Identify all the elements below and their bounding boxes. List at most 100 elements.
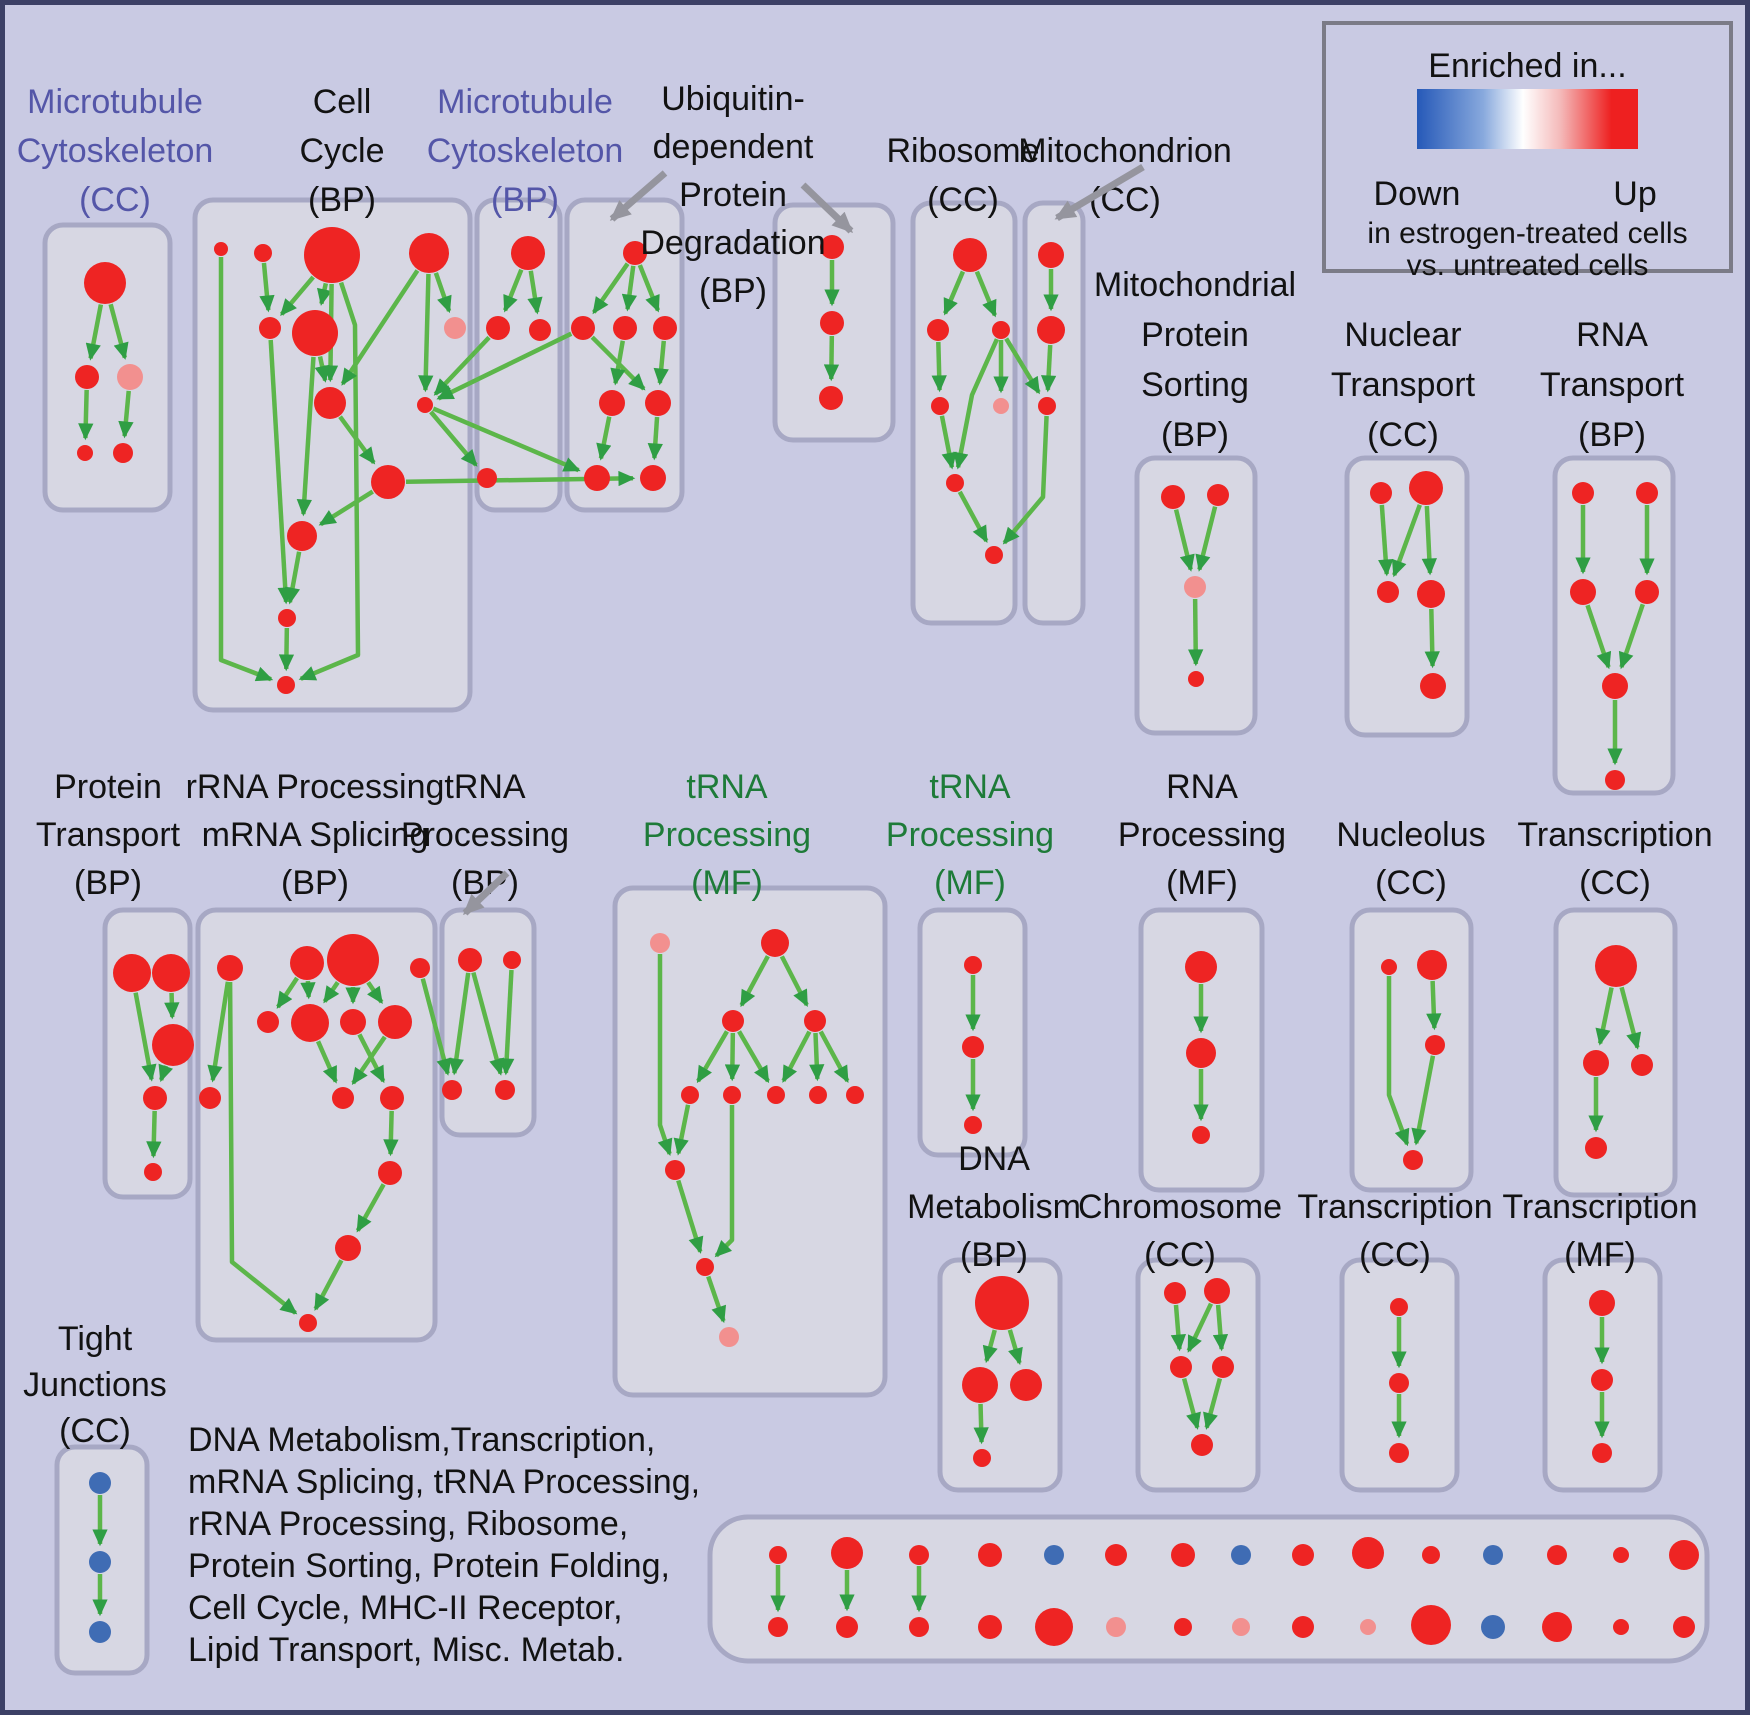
- trna-processing-bp-edge: [448, 972, 471, 1076]
- rna-transport-bp-node: [1636, 482, 1658, 504]
- ribosome-cc-edge: [942, 270, 966, 316]
- transcription-cc-upper-box: [1553, 907, 1678, 1198]
- rna-transport-bp-node: [1635, 580, 1659, 604]
- nuclear-transport-cc-label: Transport: [1331, 366, 1476, 404]
- trna-processing-mf-large-label: Processing: [643, 816, 811, 854]
- dna-metabolism-bp-box: [937, 1257, 1063, 1493]
- transcription-cc-upper-node: [1595, 945, 1637, 987]
- trna-processing-mf-small-node: [962, 1036, 984, 1058]
- nucleolus-cc-edge: [1386, 976, 1410, 1147]
- trna-processing-mf-large-label: tRNA: [686, 768, 768, 806]
- dna-metabolism-bp-label: Metabolism: [907, 1188, 1081, 1226]
- misc-strip-node: [1231, 1545, 1251, 1565]
- trna-processing-bp-node: [495, 1080, 515, 1100]
- ribosome-cc-label: (CC): [927, 181, 999, 219]
- rna-processing-mf-node: [1186, 1038, 1216, 1068]
- nucleolus-cc-edge: [1426, 980, 1442, 1031]
- mitochondrial-protein-sorting-bp-label: Mitochondrial: [1094, 266, 1296, 304]
- cross-group-edge: [429, 410, 478, 467]
- trna-processing-bp-node: [442, 1080, 462, 1100]
- rrna-processing-mrna-splicing-bp-node: [380, 1086, 404, 1110]
- protein-transport-bp-edge: [133, 992, 157, 1082]
- trna-processing-mf-large-edge: [737, 1030, 770, 1084]
- misc-strip-node: [1174, 1618, 1192, 1636]
- misc-strip-node: [768, 1617, 788, 1637]
- ribosome-cc-node: [946, 474, 964, 492]
- misc-note-line: Protein Sorting, Protein Folding,: [188, 1547, 670, 1585]
- trna-processing-mf-small-node: [964, 956, 982, 974]
- label-pointer-arrow: [609, 170, 668, 222]
- nuclear-transport-cc-edge: [1378, 504, 1394, 577]
- misc-strip-node: [1547, 1545, 1567, 1565]
- chromosome-cc-node: [1204, 1278, 1230, 1304]
- dna-metabolism-bp-node: [973, 1449, 991, 1467]
- rrna-processing-mrna-splicing-bp-node: [327, 934, 379, 986]
- trna-processing-mf-large-edge: [673, 1104, 691, 1156]
- ubiquitin-degradation-bp-left-node: [571, 316, 595, 340]
- ubiquitin-degradation-bp-left-node: [653, 316, 677, 340]
- mitochondrion-cc-label: (CC): [1089, 181, 1161, 219]
- cell-cycle-bp-label: Cycle: [299, 132, 384, 170]
- misc-strip-box: [707, 1514, 1710, 1664]
- misc-strip-node: [831, 1537, 863, 1569]
- cell-cycle-bp-node: [278, 609, 296, 627]
- transcription-mf-node: [1589, 1290, 1615, 1316]
- cross-group-edge: [436, 331, 573, 401]
- ubiquitin-degradation-bp-left-label: (BP): [699, 272, 767, 310]
- chromosome-cc-node: [1164, 1282, 1186, 1304]
- trna-processing-mf-large-node: [767, 1086, 785, 1104]
- trna-processing-mf-large-node: [681, 1086, 699, 1104]
- ubiquitin-degradation-bp-left-edge: [653, 340, 669, 386]
- rrna-processing-mrna-splicing-bp-edge: [366, 981, 384, 1005]
- misc-note-line: Cell Cycle, MHC-II Receptor,: [188, 1589, 623, 1627]
- rrna-processing-mrna-splicing-bp-node: [199, 1087, 221, 1109]
- legend: Enriched in... Down Up in estrogen-treat…: [1322, 21, 1733, 282]
- cell-cycle-bp-edge: [284, 551, 302, 605]
- microtubule-cytoskeleton-cc-label: Cytoskeleton: [17, 132, 214, 170]
- mitochondrion-cc-node: [1038, 397, 1056, 415]
- microtubule-cytoskeleton-cc-node: [117, 364, 143, 390]
- trna-processing-mf-small-label: (MF): [934, 864, 1006, 902]
- microtubule-cytoskeleton-bp-node: [529, 319, 551, 341]
- trna-processing-mf-large-label: (MF): [691, 864, 763, 902]
- ubiquitin-degradation-bp-left-edge: [621, 265, 638, 312]
- trna-processing-mf-large-node: [761, 929, 789, 957]
- transcription-cc-upper-node: [1583, 1050, 1609, 1076]
- rrna-processing-mrna-splicing-bp-node: [340, 1009, 366, 1035]
- tight-junctions-cc-label: (CC): [59, 1412, 131, 1450]
- rrna-processing-mrna-splicing-bp-label: (BP): [281, 864, 349, 902]
- ubiquitin-degradation-bp-left-label: Protein: [679, 176, 787, 214]
- misc-strip-node: [1292, 1544, 1314, 1566]
- misc-strip-node: [1035, 1608, 1073, 1646]
- ubiquitin-degradation-bp-left-node: [613, 316, 637, 340]
- cell-cycle-bp-node: [444, 317, 466, 339]
- transcription-cc-upper-label: (CC): [1579, 864, 1651, 902]
- mitochondrial-protein-sorting-bp-node: [1207, 484, 1229, 506]
- ribosome-cc-edge: [953, 338, 999, 470]
- trna-processing-mf-large-edge: [818, 1030, 850, 1083]
- rrna-processing-mrna-splicing-bp-node: [257, 1011, 279, 1033]
- trna-processing-mf-large-box: [612, 885, 888, 1398]
- legend-up-label: Up: [1613, 175, 1657, 213]
- tight-junctions-cc-node: [89, 1551, 111, 1573]
- chromosome-cc-edge: [1186, 1302, 1214, 1353]
- mitochondrion-cc-edge: [1040, 344, 1057, 393]
- transcription-cc-upper-node: [1631, 1054, 1653, 1076]
- microtubule-cytoskeleton-cc-edge: [78, 389, 94, 441]
- ubiquitin-degradation-bp-right-node: [820, 235, 844, 259]
- nuclear-transport-cc-edge: [1424, 608, 1440, 669]
- cell-cycle-bp-edge: [318, 489, 374, 527]
- rrna-processing-mrna-splicing-bp-edge: [207, 981, 231, 1083]
- microtubule-cytoskeleton-bp-edge: [527, 270, 543, 315]
- legend-caption-line2: vs. untreated cells: [1406, 249, 1649, 282]
- cell-cycle-bp-node: [409, 233, 449, 273]
- microtubule-cytoskeleton-bp-label: Cytoskeleton: [427, 132, 624, 170]
- ubiquitin-degradation-bp-left-node: [623, 241, 647, 265]
- rrna-processing-mrna-splicing-bp-edge: [355, 1183, 386, 1233]
- protein-transport-bp-node: [152, 954, 190, 992]
- nuclear-transport-cc-label: Nuclear: [1344, 316, 1461, 354]
- microtubule-cytoskeleton-cc-box: [42, 222, 173, 513]
- legend-down-label: Down: [1373, 175, 1461, 213]
- trna-processing-mf-large-node: [809, 1086, 827, 1104]
- mitochondrial-protein-sorting-bp-label: (BP): [1161, 416, 1229, 454]
